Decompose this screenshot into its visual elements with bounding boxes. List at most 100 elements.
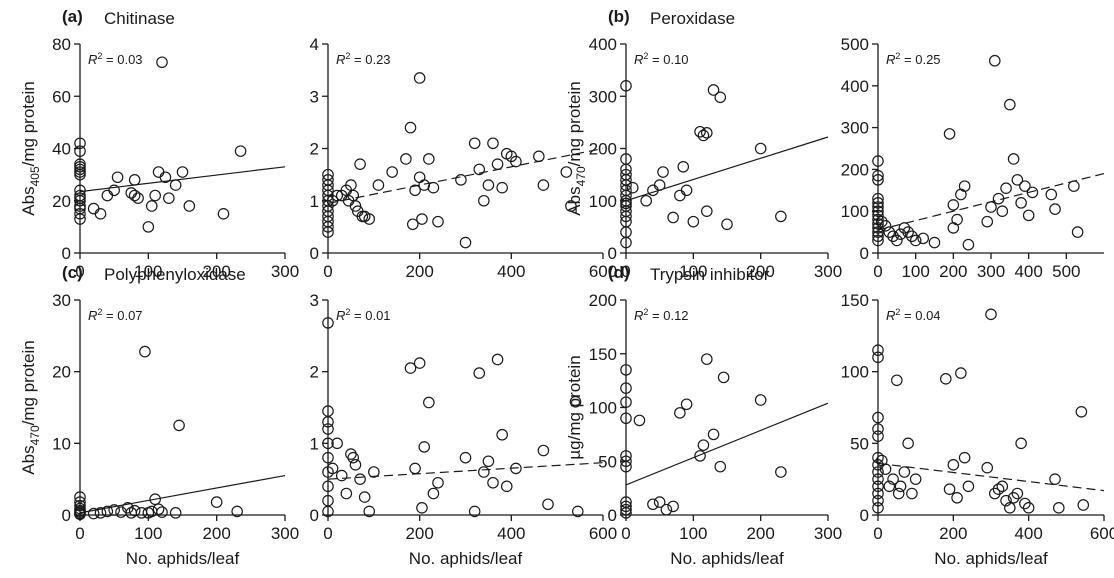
r-squared-exponent: 2 — [345, 51, 350, 61]
r-squared-label: R2 = 0.01 — [336, 307, 391, 323]
data-point — [459, 236, 472, 249]
data-point — [667, 211, 679, 224]
data-point — [872, 209, 884, 222]
data-point — [620, 210, 632, 223]
data-point — [142, 221, 155, 233]
data-point — [872, 201, 884, 213]
x-tick-label: 100 — [134, 262, 162, 281]
data-point — [404, 121, 417, 134]
data-point — [620, 197, 632, 210]
y-tick-label: 0 — [608, 506, 617, 525]
data-point — [707, 428, 720, 441]
data-point — [322, 505, 334, 518]
data-point — [898, 466, 911, 478]
r-squared-exponent: 2 — [345, 307, 350, 317]
y-tick-label: 150 — [589, 345, 617, 364]
data-point — [1026, 186, 1039, 199]
y-axis-title: Abs405/mg protein — [19, 81, 42, 215]
y-tick-label: 20 — [52, 192, 71, 211]
y-axis-title: µg/mg protein — [565, 355, 584, 459]
data-point — [487, 476, 499, 489]
data-point — [872, 466, 884, 478]
data-point — [322, 221, 334, 233]
data-point — [169, 507, 182, 519]
y-axis-title-main: µg/mg protein — [565, 355, 584, 459]
data-point — [358, 491, 371, 503]
data-point — [988, 54, 1001, 67]
data-point — [74, 200, 86, 212]
data-point — [947, 459, 960, 471]
y-axis-title: Abs470/mg protein — [19, 340, 42, 474]
data-point — [879, 463, 892, 475]
x-tick-label: 300 — [814, 262, 842, 281]
data-point — [894, 228, 907, 240]
r-squared-value: = 0.04 — [900, 308, 940, 323]
r-squared-value: = 0.01 — [350, 308, 390, 323]
data-point — [947, 199, 960, 211]
data-point — [128, 189, 141, 202]
data-point — [680, 398, 693, 411]
data-point — [687, 215, 700, 228]
data-point — [455, 174, 467, 186]
r-squared-label: R2 = 0.23 — [336, 51, 391, 67]
data-point — [902, 226, 914, 238]
data-point — [169, 179, 182, 191]
data-point — [406, 218, 419, 231]
data-point — [510, 155, 522, 168]
x-tick-label: 0 — [621, 262, 630, 281]
data-point — [721, 218, 733, 231]
y-axis-title-unit: /mg protein — [19, 340, 38, 425]
x-tick-label: 100 — [679, 262, 707, 281]
data-point — [620, 500, 632, 513]
y-axis-title-subscript: 405 — [28, 166, 42, 186]
y-tick-label: 300 — [589, 87, 617, 106]
data-point — [902, 437, 914, 450]
x-tick-label: 200 — [405, 524, 433, 543]
data-point — [992, 192, 1005, 205]
data-point — [482, 455, 495, 468]
data-point — [335, 469, 348, 482]
regression-line — [79, 166, 286, 193]
r-squared-label: R2 = 0.03 — [88, 51, 143, 67]
r-squared-exponent: 2 — [643, 307, 648, 317]
y-axis-title-main: Abs — [565, 186, 584, 215]
data-point — [680, 184, 693, 197]
data-point — [872, 230, 884, 243]
data-point — [173, 419, 185, 432]
data-point — [872, 192, 884, 205]
y-tick-label: 200 — [841, 160, 869, 179]
y-tick-label: 3 — [310, 291, 319, 310]
y-tick-label: 400 — [589, 35, 617, 54]
data-point — [322, 226, 334, 238]
y-tick-label: 400 — [841, 77, 869, 96]
data-point — [234, 145, 247, 157]
y-axis-title-unit: /mg protein — [19, 81, 38, 166]
data-point — [326, 462, 339, 475]
data-point — [620, 236, 632, 249]
data-point — [872, 169, 884, 182]
data-point — [1019, 497, 1031, 510]
data-point — [647, 498, 659, 511]
data-point — [939, 373, 952, 385]
data-point — [640, 194, 652, 207]
data-point — [322, 480, 334, 493]
panel-letter: (a) — [62, 7, 83, 26]
r-squared-exponent: 2 — [643, 51, 648, 61]
data-point — [537, 444, 550, 457]
data-point — [74, 160, 86, 173]
y-tick-label: 0 — [608, 244, 617, 263]
data-point — [996, 205, 1009, 217]
data-point — [423, 153, 435, 165]
data-point — [875, 215, 888, 228]
y-tick-label: 50 — [598, 452, 617, 471]
data-point — [620, 507, 632, 519]
data-point — [697, 439, 710, 451]
data-point — [892, 487, 905, 500]
x-tick-label: 500 — [1052, 262, 1080, 281]
data-point — [951, 491, 963, 504]
data-point — [500, 480, 513, 493]
r-squared-symbol: R — [634, 308, 643, 323]
y-axis-title-main: Abs — [19, 186, 38, 215]
